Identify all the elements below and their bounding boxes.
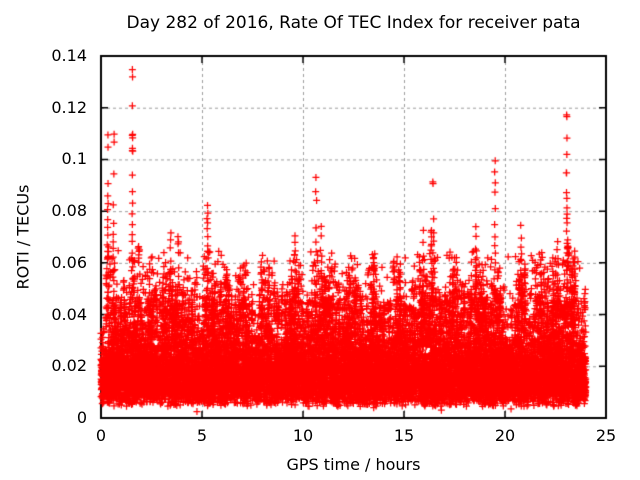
y-tick-label: 0.04 xyxy=(51,304,87,324)
y-tick-label: 0.06 xyxy=(51,252,87,272)
x-tick-label: 5 xyxy=(196,426,208,445)
y-tick-label: 0.1 xyxy=(61,149,87,169)
x-axis-label: GPS time / hours xyxy=(286,455,421,474)
x-tick-label: 20 xyxy=(494,426,516,445)
y-tick-label: 0.12 xyxy=(51,97,87,117)
x-tick-label: 25 xyxy=(595,426,617,445)
chart-title: Day 282 of 2016, Rate Of TEC Index for r… xyxy=(126,13,581,33)
x-tick-label: 10 xyxy=(292,426,314,445)
x-tick-label: 0 xyxy=(95,426,107,445)
y-tick-label: 0.14 xyxy=(51,46,87,65)
y-tick-label: 0 xyxy=(76,408,87,427)
x-tick-label: 15 xyxy=(393,426,415,445)
y-tick-label: 0.02 xyxy=(51,356,87,376)
y-tick-label: 0.08 xyxy=(51,201,87,221)
